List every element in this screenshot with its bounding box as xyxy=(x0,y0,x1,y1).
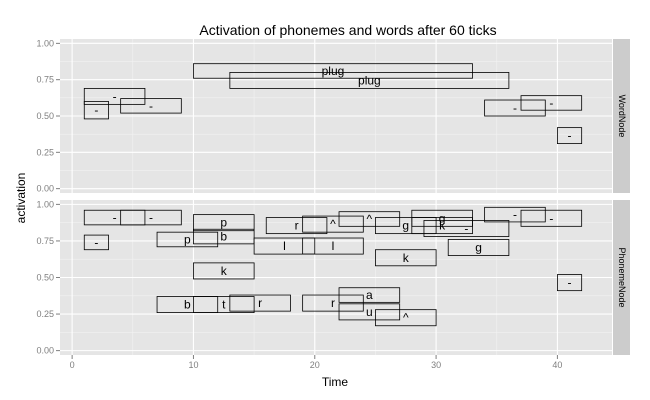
box-label: - xyxy=(94,103,98,117)
x-tick-label: 0 xyxy=(70,360,75,370)
box-label: l xyxy=(332,239,335,253)
box-label: r xyxy=(258,296,262,310)
x-tick-label: 10 xyxy=(188,360,198,370)
activation-box xyxy=(265,217,328,235)
box-label: - xyxy=(568,129,572,143)
facet-strip xyxy=(613,39,630,193)
activation-box xyxy=(302,237,364,255)
panel-wordnode: 0.00 0.25 0.50 0.75 1.00 - - - plug plug - - - WordNo… xyxy=(36,38,630,194)
box-label: ^ xyxy=(403,311,409,325)
facet-label: PhonemeNode xyxy=(617,247,627,307)
activation-box xyxy=(83,209,146,226)
box-label: - xyxy=(513,101,517,115)
activation-box xyxy=(193,262,255,280)
activation-box xyxy=(484,99,546,117)
activation-box xyxy=(375,309,437,327)
activation-box xyxy=(520,95,583,111)
activation-box xyxy=(338,287,401,303)
y-tick-label: 0.25 xyxy=(36,309,54,319)
box-label: - xyxy=(464,222,468,236)
y-tick-label: 1.00 xyxy=(36,38,54,48)
box-label: - xyxy=(149,99,153,113)
y-tick-label: 1.00 xyxy=(36,199,54,209)
box-label: g xyxy=(402,219,409,233)
activation-box xyxy=(447,239,510,256)
box-label: b xyxy=(184,298,191,312)
box-label: plug xyxy=(358,73,381,87)
facet-strip xyxy=(613,200,630,355)
box-label: - xyxy=(549,96,553,110)
activation-box xyxy=(411,217,473,235)
activation-box xyxy=(156,231,219,248)
y-tick-label: 0.75 xyxy=(36,75,54,85)
activation-box xyxy=(83,101,109,120)
box-label: p xyxy=(220,216,227,230)
box-label: a xyxy=(366,288,373,302)
activation-box xyxy=(83,87,146,105)
activation-box xyxy=(253,237,316,255)
y-tick-label: 0.50 xyxy=(36,111,54,121)
activation-box xyxy=(302,294,364,312)
panel-phonemenode: 0.000.250.500.751.00- --pp blr ^l^ ggk -g- -kk… xyxy=(36,199,630,356)
box-label: - xyxy=(549,211,553,225)
box-label: - xyxy=(94,235,98,249)
box-label: u xyxy=(366,305,373,319)
activation-box xyxy=(520,209,583,227)
y-tick-label: 0.00 xyxy=(36,346,54,356)
activation-box xyxy=(193,296,255,313)
activation-box xyxy=(120,209,182,226)
box-label: b xyxy=(220,230,227,244)
box-label: g xyxy=(439,211,446,225)
x-tick-label: 30 xyxy=(431,360,441,370)
y-tick-label: 0.50 xyxy=(36,273,54,283)
activation-box xyxy=(484,206,546,223)
activation-box xyxy=(193,63,473,79)
box-label: - xyxy=(113,89,117,103)
box-label: k xyxy=(439,219,446,233)
activation-box xyxy=(557,127,583,145)
box-label: plug xyxy=(322,64,345,78)
box-label: k xyxy=(221,264,228,278)
activation-box xyxy=(229,72,510,89)
activation-box xyxy=(338,303,401,321)
box-label: r xyxy=(295,219,299,233)
activation-box xyxy=(423,220,510,237)
box-label: ^ xyxy=(330,217,336,231)
box-label: - xyxy=(568,276,572,290)
box-label: p xyxy=(184,232,191,246)
activation-box xyxy=(557,274,583,292)
box-label: l xyxy=(283,239,286,253)
box-label: r xyxy=(331,296,335,310)
y-tick-label: 0.75 xyxy=(36,236,54,246)
box-label: g xyxy=(475,241,482,255)
activation-box xyxy=(375,217,437,235)
y-tick-label: 0.00 xyxy=(36,184,54,194)
activation-box xyxy=(120,98,182,114)
activation-box xyxy=(302,215,364,233)
x-tick-label: 40 xyxy=(552,360,562,370)
activation-box xyxy=(193,214,255,232)
facet-label: WordNode xyxy=(617,95,627,138)
activation-box xyxy=(229,294,291,312)
y-axis-label: activation xyxy=(14,173,28,224)
box-label: k xyxy=(403,251,410,265)
activation-box xyxy=(338,211,401,227)
box-label: - xyxy=(149,211,153,225)
activation-box xyxy=(156,296,219,313)
box-label: t xyxy=(222,298,226,312)
activation-box xyxy=(83,234,109,251)
y-tick-label: 0.25 xyxy=(36,147,54,157)
x-tick-label: 20 xyxy=(310,360,320,370)
x-axis-label: Time xyxy=(322,375,349,389)
box-label: ^ xyxy=(367,212,373,226)
box-label: - xyxy=(513,208,517,222)
chart-title: Activation of phonemes and words after 6… xyxy=(199,22,496,38)
box-label: - xyxy=(113,211,117,225)
activation-box xyxy=(375,249,437,267)
activation-box xyxy=(193,228,255,245)
